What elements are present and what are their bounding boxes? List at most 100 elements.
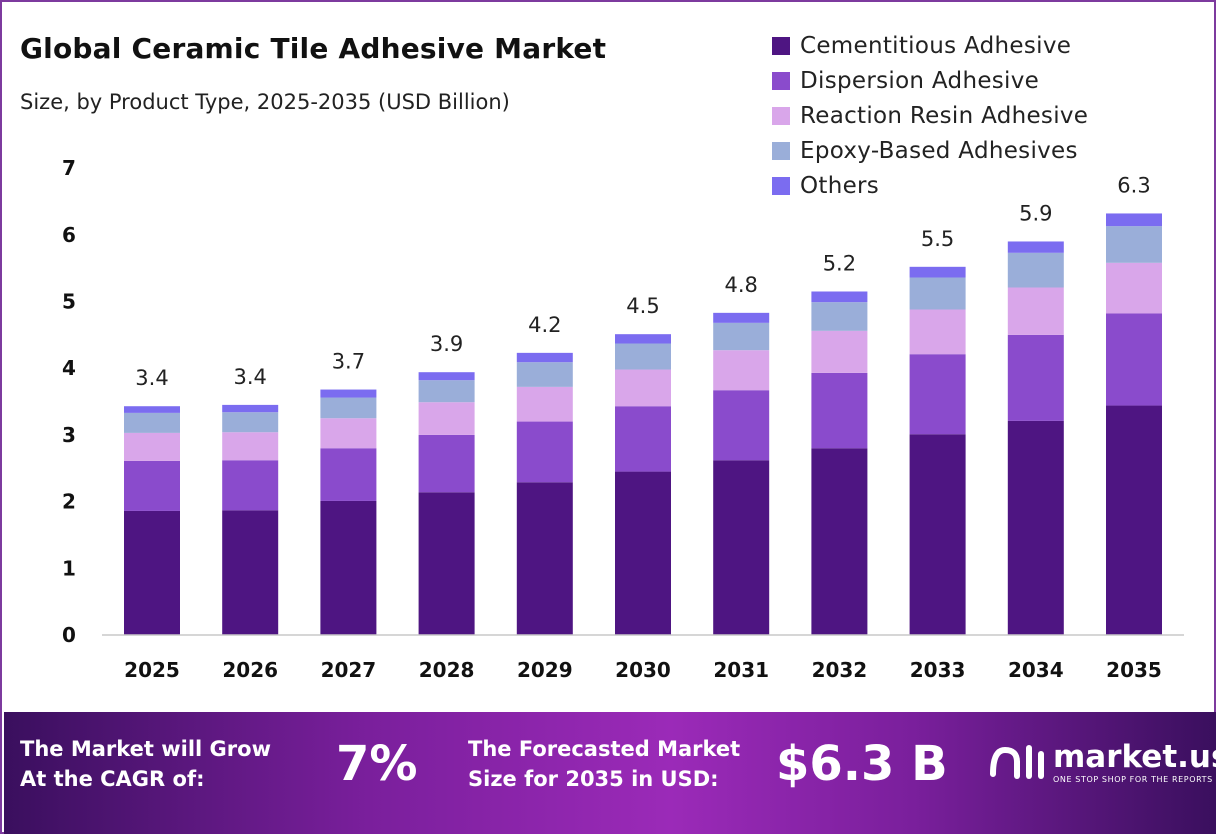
y-tick-label: 0 (62, 623, 76, 647)
y-tick-label: 2 (62, 490, 76, 514)
legend-swatch (772, 141, 790, 160)
legend-swatch (772, 36, 790, 55)
bar-segment (124, 432, 180, 461)
bar-segment (1106, 226, 1162, 263)
bar-segment (1007, 420, 1064, 635)
legend-swatch (772, 71, 790, 90)
bar-segment (811, 372, 868, 449)
legend-swatch (772, 176, 790, 195)
bar-segment (811, 330, 868, 373)
footer-banner: The Market will Grow At the CAGR of: 7% … (4, 712, 1216, 834)
bar-segment (418, 492, 475, 635)
bar-segment (418, 372, 475, 381)
brand-tagline: ONE STOP SHOP FOR THE REPORTS (1053, 775, 1213, 784)
x-tick-label: 2026 (222, 658, 278, 682)
forecast-label: The Forecasted Market Size for 2035 in U… (468, 734, 740, 794)
x-tick-label: 2034 (1008, 658, 1064, 682)
bar-total-label: 6.3 (1117, 173, 1150, 197)
y-tick-label: 4 (62, 356, 76, 380)
bar-segment (320, 500, 377, 635)
bar-segment (909, 277, 966, 310)
x-tick-label: 2025 (124, 658, 180, 682)
bar-segment (320, 418, 377, 449)
bar-segment (909, 266, 966, 278)
legend-item-dispersion: Dispersion Adhesive (772, 63, 1088, 98)
cagr-label-line1: The Market will Grow (20, 737, 271, 761)
legend-item-epoxy: Epoxy-Based Adhesives (772, 133, 1088, 168)
bar-segment (713, 460, 770, 635)
cagr-label-line2: At the CAGR of: (20, 767, 205, 791)
x-tick-label: 2032 (812, 658, 868, 682)
brand-name: market.us (1053, 739, 1216, 775)
chart-title: Global Ceramic Tile Adhesive Market (20, 32, 607, 65)
bar-segment (222, 412, 279, 433)
bar-segment (1106, 405, 1162, 635)
bar-segment (418, 380, 475, 403)
bar-total-label: 4.2 (528, 313, 561, 337)
legend-label: Reaction Resin Adhesive (800, 102, 1089, 129)
bar-segment (1007, 287, 1064, 335)
bar-segment (124, 412, 180, 433)
bar-segment (1106, 313, 1162, 406)
bar-total-label: 3.4 (233, 365, 266, 389)
y-tick-label: 5 (62, 290, 76, 314)
legend-item-cementitious: Cementitious Adhesive (772, 28, 1088, 63)
bar-segment (1106, 262, 1162, 314)
bar-segment (124, 460, 180, 511)
bar-segment (124, 510, 180, 635)
x-tick-label: 2030 (615, 658, 671, 682)
legend-label: Cementitious Adhesive (800, 32, 1072, 59)
x-tick-label: 2029 (517, 658, 573, 682)
legend-item-reaction-resin: Reaction Resin Adhesive (772, 98, 1088, 133)
bar-segment (222, 432, 279, 461)
bar-segment (1007, 334, 1064, 421)
bar-segment (713, 312, 770, 323)
forecast-value: $6.3 B (776, 736, 948, 792)
legend: Cementitious Adhesive Dispersion Adhesiv… (772, 28, 1088, 203)
bar-segment (811, 448, 868, 635)
bar-segment (1007, 241, 1064, 253)
legend-swatch (772, 106, 790, 125)
bar-segment (909, 434, 966, 635)
bar-segment (811, 302, 868, 331)
bar-segment (222, 404, 279, 413)
x-tick-label: 2035 (1106, 658, 1162, 682)
cagr-value: 7% (336, 736, 418, 792)
legend-label: Epoxy-Based Adhesives (800, 137, 1078, 164)
bar-segment (516, 386, 573, 422)
bar-total-label: 5.9 (1019, 201, 1052, 225)
legend-label: Others (800, 172, 880, 199)
bar-total-label: 3.4 (135, 366, 168, 390)
bar-total-label: 3.7 (332, 350, 365, 374)
brand-logo: market.us ONE STOP SHOP FOR THE REPORTS (989, 740, 1216, 784)
bar-segment (222, 460, 279, 511)
bar-segment (615, 343, 671, 370)
bar-segment (615, 471, 671, 635)
bar-segment (1106, 213, 1162, 227)
bar-segment (615, 334, 671, 344)
x-tick-label: 2033 (910, 658, 966, 682)
bar-segment (1007, 252, 1064, 288)
bar-segment (124, 406, 180, 413)
chart-subtitle: Size, by Product Type, 2025-2035 (USD Bi… (20, 90, 510, 114)
bar-segment (320, 448, 377, 501)
forecast-label-line1: The Forecasted Market (468, 737, 741, 761)
market-us-logo-icon (990, 745, 1044, 779)
bar-segment (811, 291, 868, 303)
legend-item-others: Others (772, 168, 1088, 203)
x-tick-label: 2028 (419, 658, 475, 682)
x-tick-label: 2031 (713, 658, 769, 682)
bar-segment (713, 350, 770, 391)
bar-segment (713, 390, 770, 461)
bar-segment (320, 389, 377, 398)
bar-segment (320, 397, 377, 419)
y-tick-label: 1 (62, 556, 76, 580)
bar-segment (516, 362, 573, 387)
bar-segment (713, 322, 770, 351)
bar-segment (909, 354, 966, 435)
x-tick-label: 2027 (321, 658, 377, 682)
bar-total-label: 4.8 (724, 273, 757, 297)
bar-segment (516, 421, 573, 483)
bar-total-label: 5.5 (921, 227, 954, 251)
